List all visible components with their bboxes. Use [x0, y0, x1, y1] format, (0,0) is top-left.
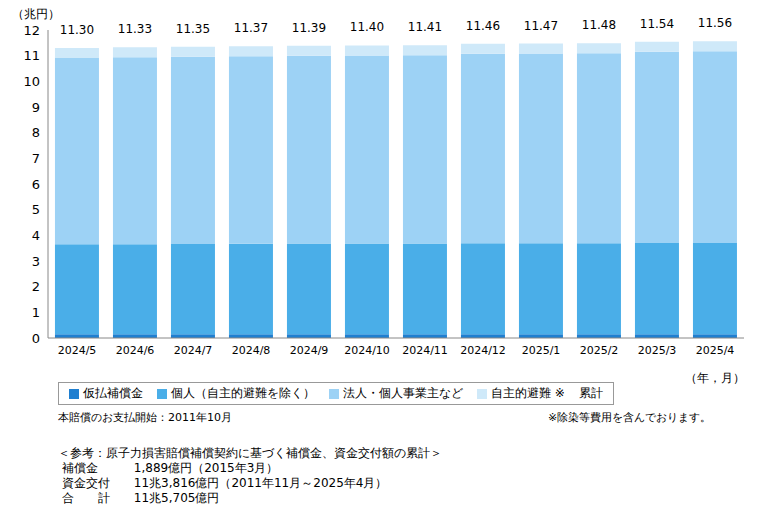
svg-text:5: 5	[32, 202, 40, 217]
svg-text:1: 1	[32, 305, 40, 320]
svg-text:10: 10	[23, 74, 40, 89]
svg-text:2025/1: 2025/1	[522, 344, 561, 357]
svg-text:0: 0	[32, 331, 40, 346]
svg-text:11.46: 11.46	[466, 19, 500, 33]
svg-text:7: 7	[32, 151, 40, 166]
html-text:累計: 累計	[578, 386, 603, 400]
html-text:資金交付 11兆3,816億円（2011年11月～2025年: 資金交付 11兆3,816億円（2011年11月～2025年4月）	[58, 476, 388, 490]
svg-text:8: 8	[32, 125, 40, 140]
svg-text:9: 9	[32, 100, 40, 115]
svg-text:6: 6	[32, 177, 40, 192]
svg-text:11.39: 11.39	[292, 21, 326, 35]
html-text:個人（自主的避難を除く）: 個人（自主的避難を除く）	[171, 386, 315, 400]
html-text:自主的避難 ※: 自主的避難 ※	[491, 386, 565, 400]
svg-text:2024/7: 2024/7	[174, 344, 213, 357]
svg-text:2: 2	[32, 279, 40, 294]
svg-text:4: 4	[32, 228, 40, 243]
svg-text:11: 11	[23, 48, 40, 63]
html-text:（年，月）: （年，月）	[685, 371, 745, 385]
svg-text:2024/6: 2024/6	[116, 344, 155, 357]
svg-text:11.33: 11.33	[118, 22, 152, 36]
html-text:＜参考：原子力損害賠償補償契約に基づく補償金、資金交付額の累: ＜参考：原子力損害賠償補償契約に基づく補償金、資金交付額の累計＞	[58, 446, 442, 460]
svg-text:11.47: 11.47	[524, 19, 558, 33]
svg-text:11.41: 11.41	[408, 20, 442, 34]
svg-text:2025/4: 2025/4	[696, 344, 735, 357]
svg-text:2024/12: 2024/12	[460, 344, 506, 357]
svg-text:2024/9: 2024/9	[290, 344, 329, 357]
svg-text:2024/5: 2024/5	[58, 344, 97, 357]
svg-text:2024/8: 2024/8	[232, 344, 271, 357]
svg-text:2024/10: 2024/10	[344, 344, 390, 357]
svg-text:3: 3	[32, 254, 40, 269]
svg-text:12: 12	[23, 23, 40, 38]
html-text:本賠償のお支払開始：2011年10月: 本賠償のお支払開始：2011年10月	[58, 411, 232, 424]
svg-text:2025/3: 2025/3	[638, 344, 677, 357]
svg-text:11.30: 11.30	[60, 23, 94, 37]
html-text:（兆円）: （兆円）	[12, 7, 60, 21]
html-text:補償金 1,889億円（2015年3月）: 補償金 1,889億円（2015年3月）	[58, 461, 279, 475]
svg-text:11.40: 11.40	[350, 20, 384, 34]
svg-text:11.56: 11.56	[698, 16, 732, 30]
html-text:仮払補償金: 仮払補償金	[83, 386, 143, 400]
svg-text:11.35: 11.35	[176, 22, 210, 36]
html-text:※除染等費用を含んでおります。: ※除染等費用を含んでおります。	[548, 411, 712, 424]
svg-text:2024/11: 2024/11	[402, 344, 448, 357]
svg-text:11.54: 11.54	[640, 17, 674, 31]
html-text:法人・個人事業主など: 法人・個人事業主など	[343, 386, 463, 400]
svg-text:2025/2: 2025/2	[580, 344, 619, 357]
svg-text:11.37: 11.37	[234, 21, 268, 35]
html-text:合 計 11兆5,705億円: 合 計 11兆5,705億円	[58, 491, 220, 505]
svg-text:11.48: 11.48	[582, 18, 616, 32]
